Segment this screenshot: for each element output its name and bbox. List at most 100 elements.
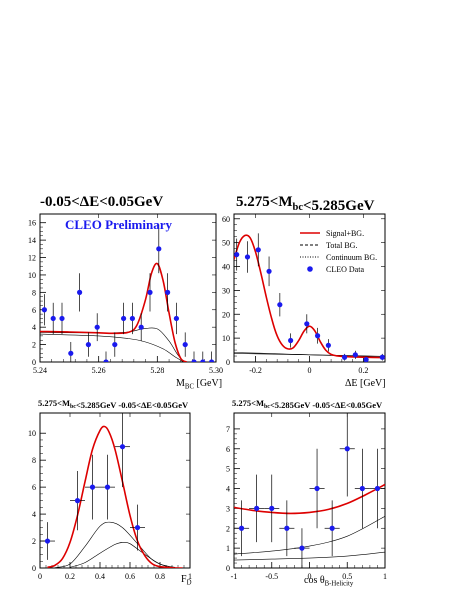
- y-tick-label: 40: [222, 263, 230, 272]
- data-marker: [359, 485, 365, 492]
- y-tick-label: 6: [226, 445, 230, 454]
- y-tick-label: 6: [32, 306, 36, 315]
- chart-panel-2: 5.275<Mbc<5.285GeV 0 10 20 30 40 50 60 -0.2 0 0.2 Δ…: [222, 194, 386, 389]
- data-marker: [68, 350, 74, 356]
- y-tick-label: 2: [32, 537, 36, 546]
- plot-area: [234, 413, 385, 568]
- y-tick-label: 10: [28, 429, 36, 438]
- x-axis-label: MBC [GeV]: [176, 378, 222, 391]
- data-marker: [104, 484, 111, 490]
- data-marker: [85, 341, 91, 348]
- legend-entry: Total BG.: [300, 241, 357, 250]
- data-marker: [234, 251, 240, 258]
- data-marker: [119, 444, 126, 450]
- y-tick-label: 12: [28, 254, 36, 263]
- data-point: [264, 474, 280, 543]
- data-marker: [77, 289, 83, 295]
- data-point: [325, 339, 331, 352]
- y-tick-label: 0: [226, 358, 230, 367]
- y-tick-label: 16: [28, 219, 36, 228]
- chart-panel-1: -0.05<ΔE<0.05GeV 0 2 4 6 8 10 12 14 16 5.24 5.26 5.2…: [28, 194, 223, 391]
- x-tick-label: 5.30: [209, 366, 223, 375]
- data-point: [288, 333, 294, 348]
- curve-signal-bg: [40, 262, 188, 362]
- y-tick-label: 30: [222, 286, 230, 295]
- legend-entry: Continuum BG.: [300, 253, 377, 262]
- y-tick-label: 0: [226, 564, 230, 573]
- plot-area: [234, 233, 385, 362]
- legend-entry: CLEO Data: [307, 265, 364, 274]
- data-point: [354, 448, 370, 529]
- x-tick-label: 5.26: [92, 366, 106, 375]
- data-marker: [269, 505, 275, 511]
- data-point: [191, 351, 197, 362]
- data-marker: [266, 268, 272, 274]
- y-tick-label: 2: [226, 524, 230, 533]
- chart-panel-3: 5.275<Mbc<5.285GeV -0.05<ΔE<0.05GeV 0 2 4 6 8…: [28, 398, 192, 587]
- data-marker: [200, 359, 206, 362]
- legend-entry: Signal+BG.: [300, 229, 364, 238]
- data-point: [100, 454, 115, 520]
- y-tick-label: 6: [32, 483, 36, 492]
- chart-title: -0.05<ΔE<0.05GeV: [40, 194, 163, 210]
- data-marker: [89, 484, 96, 490]
- data-point: [121, 302, 127, 335]
- data-marker: [165, 289, 171, 295]
- data-point: [294, 528, 310, 568]
- data-point: [94, 313, 100, 342]
- curve-continuum-bg: [40, 333, 184, 362]
- data-marker: [134, 524, 141, 531]
- data-point: [182, 332, 188, 357]
- data-point: [156, 224, 162, 274]
- data-marker: [341, 354, 348, 360]
- data-point: [304, 314, 310, 334]
- chart-legend: Signal+BG. Total BG. Continuum BG. CLEO Dat…: [300, 229, 377, 274]
- data-marker: [50, 315, 56, 322]
- plot-frame: [39, 412, 191, 569]
- data-point: [115, 413, 130, 488]
- x-tick-label: -1: [231, 572, 238, 581]
- x-tick-label: 0.5: [342, 572, 352, 581]
- data-point: [309, 448, 325, 529]
- data-point: [379, 353, 385, 361]
- curve-continuum-bg: [234, 551, 385, 561]
- x-axis-label: ΔE [GeV]: [345, 378, 386, 389]
- data-marker: [156, 246, 162, 252]
- data-point: [129, 302, 135, 335]
- data-point: [138, 313, 144, 342]
- y-tick-label: 5: [226, 465, 230, 474]
- x-tick-label: 1: [188, 572, 192, 581]
- curve-signal-bg: [234, 483, 385, 515]
- data-marker: [329, 525, 335, 531]
- curve-total-bg: [54, 521, 183, 568]
- x-axis-label: cos θB-Helicity: [304, 575, 354, 588]
- data-marker: [325, 342, 331, 348]
- data-marker: [288, 337, 294, 344]
- data-point: [130, 504, 145, 551]
- x-tick-label: 0: [38, 572, 42, 581]
- data-marker: [304, 321, 310, 327]
- data-marker: [344, 446, 350, 452]
- x-tick-label: 0: [308, 572, 312, 581]
- x-tick-label: 1: [383, 572, 387, 581]
- x-tick-label: 5.28: [150, 366, 164, 375]
- y-tick-label: 60: [222, 215, 230, 224]
- data-marker: [129, 315, 135, 322]
- chart-title: 5.275<Mbc<5.285GeV -0.05<ΔE<0.05GeV: [232, 398, 383, 410]
- data-marker: [112, 341, 118, 348]
- data-marker: [255, 247, 261, 253]
- x-tick-label: 0: [308, 366, 312, 375]
- data-marker: [182, 341, 188, 348]
- y-tick-label: 3: [226, 504, 230, 513]
- data-point: [234, 500, 250, 557]
- data-point: [314, 327, 321, 344]
- data-marker: [191, 359, 197, 362]
- y-tick-label: 20: [222, 310, 230, 319]
- y-tick-label: 50: [222, 239, 230, 248]
- y-tick-label: 1: [226, 544, 230, 553]
- data-point: [68, 341, 74, 362]
- cleo-preliminary-label: CLEO Preliminary: [65, 217, 173, 232]
- data-point: [41, 294, 48, 326]
- legend-label: Signal+BG.: [326, 229, 364, 238]
